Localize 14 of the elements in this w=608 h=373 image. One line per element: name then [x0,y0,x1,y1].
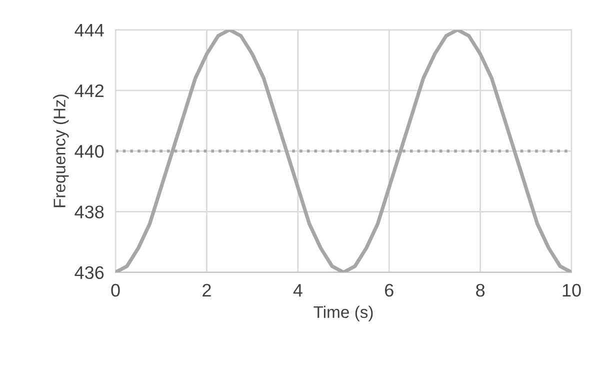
y-tick-label: 444 [74,24,104,36]
y-tick-label: 436 [74,266,104,280]
y-axis-title: Frequency (Hz) [53,94,69,208]
y-tick-label: 440 [74,145,104,158]
x-axis-title: Time (s) [314,306,373,322]
y-tick-label: 438 [74,206,104,218]
x-tick-label: 6 [385,284,394,297]
x-tick-label: 10 [562,284,581,297]
x-tick-label: 8 [476,284,485,297]
x-tick-label: 4 [293,284,302,296]
x-tick-label: 2 [202,284,211,296]
y-tick-label: 442 [74,84,104,97]
x-tick-label: 0 [111,284,120,297]
line-series [116,30,572,272]
